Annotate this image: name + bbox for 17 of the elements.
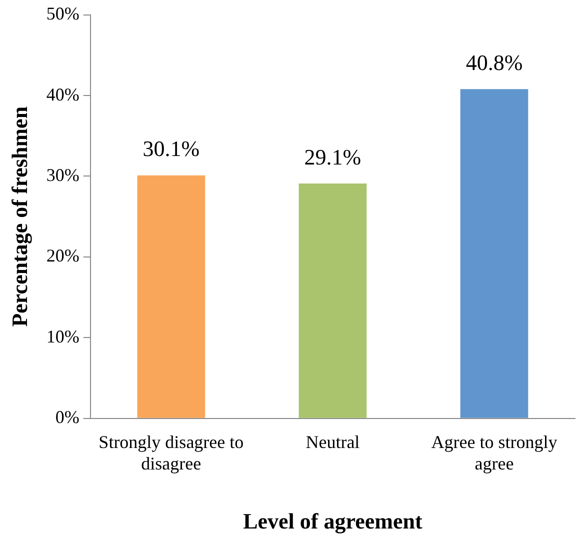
y-tick-label: 30% (46, 164, 80, 185)
y-tick-label: 10% (46, 326, 80, 346)
data-label: 40.8% (466, 50, 523, 75)
x-tick-label: Agree to strongly agree (431, 432, 558, 474)
data-label: 30.1% (142, 136, 200, 162)
y-tick-label: 50% (46, 4, 80, 24)
x-axis-title: Level of agreement (243, 508, 423, 534)
bar (460, 89, 528, 418)
y-tick-label: 40% (46, 84, 80, 104)
x-tick-label: Strongly disagree to disagree (98, 432, 244, 474)
y-tick-label: 20% (46, 246, 80, 266)
y-tick-label: 0% (55, 407, 80, 428)
bar (298, 184, 367, 418)
x-tick-label: Neutral (306, 432, 360, 452)
bar (137, 175, 206, 418)
data-label: 29.1% (304, 144, 362, 170)
y-axis-title: Percentage of freshmen (6, 106, 32, 327)
